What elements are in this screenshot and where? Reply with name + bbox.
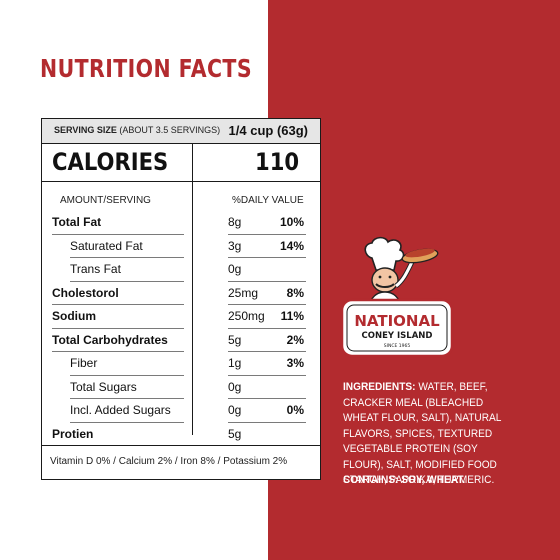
row-divider [228, 280, 306, 282]
calories-label: CALORIES [52, 148, 169, 176]
nutrient-daily-value: 14% [279, 238, 304, 253]
serving-size-note: (ABOUT 3.5 SERVINGS) [119, 125, 221, 135]
row-divider [228, 421, 306, 423]
column-divider [192, 143, 193, 435]
nutrient-daily-value: 2% [286, 332, 304, 347]
row-divider [228, 304, 306, 305]
nutrient-name: Trans Fat [70, 262, 121, 276]
row-divider [228, 327, 306, 329]
row-divider [228, 351, 306, 352]
nutrient-row-cholesterol: Cholestorol 25mg 8% [42, 282, 320, 305]
nutrient-row-total-carbohydrates: Total Carbohydrates 5g 2% [42, 329, 320, 352]
row-divider [70, 280, 184, 282]
nutrient-name: Saturated Fat [70, 238, 143, 253]
logo-text-national: NATIONAL [354, 312, 440, 330]
serving-size-label: SERVING SIZE (ABOUT 3.5 SERVINGS) [54, 125, 220, 135]
row-divider [228, 374, 306, 376]
nutrient-name: Protien [52, 426, 94, 441]
contains-list: SOY, WHEAT. [398, 474, 466, 486]
calories-row: CALORIES 110 [42, 143, 320, 182]
nutrient-daily-value: 8% [286, 285, 304, 300]
nutrient-name: Total Sugars [70, 379, 137, 394]
row-divider [52, 233, 184, 235]
nutrient-amount: 0g [228, 379, 242, 394]
serving-size-title: SERVING SIZE [54, 125, 117, 135]
nutrient-name: Fiber [70, 356, 98, 370]
nutrient-daily-value: 11% [280, 309, 304, 323]
calories-value: 110 [255, 148, 300, 176]
nutrient-row-total-sugars: Total Sugars 0g [42, 376, 320, 399]
nutrient-amount: 3g [228, 238, 242, 253]
serving-size-row: SERVING SIZE (ABOUT 3.5 SERVINGS) 1/4 cu… [42, 119, 320, 144]
allergens-text: CONTAINS: SOY, WHEAT. [343, 474, 465, 486]
nutrient-row-protein: Protien 5g [42, 423, 320, 441]
contains-label: CONTAINS: [343, 474, 399, 486]
nutrient-daily-value: 0% [286, 403, 304, 417]
row-divider [52, 327, 184, 329]
nutrient-daily-value: 10% [279, 215, 304, 229]
row-divider [70, 374, 184, 376]
vitamins-divider [42, 445, 320, 446]
nutrient-daily-value: 3% [286, 356, 304, 370]
nutrient-amount: 5g [228, 426, 242, 441]
row-divider [228, 257, 306, 258]
logo-badge [340, 298, 454, 358]
nutrient-amount: 5g [228, 332, 242, 347]
nutrient-row-total-fat: Total Fat 8g 10% [42, 211, 320, 235]
ingredients-label: INGREDIENTS: [343, 381, 416, 393]
nutrient-name: Sodium [52, 309, 96, 323]
nutrient-name: Cholestorol [52, 285, 119, 300]
nutrient-name: Total Carbohydrates [52, 332, 168, 347]
ingredients-list: WATER, BEEF, CRACKER MEAL (BLEACHED WHEA… [343, 381, 502, 486]
row-divider [70, 257, 184, 258]
nutrient-amount: 1g [228, 356, 242, 370]
row-divider [228, 398, 306, 399]
daily-value-header: %DAILY VALUE [232, 195, 304, 206]
nutrient-amount: 0g [228, 262, 242, 276]
nutrient-amount: 8g [228, 215, 242, 229]
row-divider [70, 421, 184, 423]
logo-text-since: SINCE 1965 [384, 343, 411, 349]
nutrient-amount: 25mg [228, 285, 259, 300]
nutrient-row-added-sugars: Incl. Added Sugars 0g 0% [42, 399, 320, 423]
ingredients-text: INGREDIENTS: WATER, BEEF, CRACKER MEAL (… [343, 380, 509, 489]
row-divider [70, 398, 184, 399]
logo-text-coney-island: CONEY ISLAND [362, 331, 433, 341]
amount-per-serving-header: AMOUNT/SERVING [60, 195, 151, 206]
serving-size-value: 1/4 cup (63g) [228, 123, 308, 138]
page-title: NUTRITION FACTS [40, 54, 252, 83]
nutrition-facts-panel: SERVING SIZE (ABOUT 3.5 SERVINGS) 1/4 cu… [41, 118, 321, 480]
nutrient-amount: 250mg [228, 309, 265, 323]
nutrient-amount: 0g [228, 403, 242, 417]
chef-face-icon [371, 267, 399, 293]
nutrient-row-sodium: Sodium 250mg 11% [42, 305, 320, 329]
nutrient-row-saturated-fat: Saturated Fat 3g 14% [42, 235, 320, 258]
nutrient-name: Total Fat [52, 215, 102, 229]
nutrient-row-trans-fat: Trans Fat 0g [42, 258, 320, 282]
nutrient-row-fiber: Fiber 1g 3% [42, 352, 320, 376]
row-divider [228, 233, 306, 235]
national-coney-island-logo: NATIONAL CONEY ISLAND SINCE 1965 [340, 236, 454, 358]
nutrient-name: Incl. Added Sugars [70, 403, 171, 417]
chef-hat-icon [364, 236, 405, 271]
row-divider [52, 304, 184, 305]
row-divider [52, 351, 184, 352]
vitamins-minerals-line: Vitamin D 0% / Calcium 2% / Iron 8% / Po… [50, 456, 288, 467]
